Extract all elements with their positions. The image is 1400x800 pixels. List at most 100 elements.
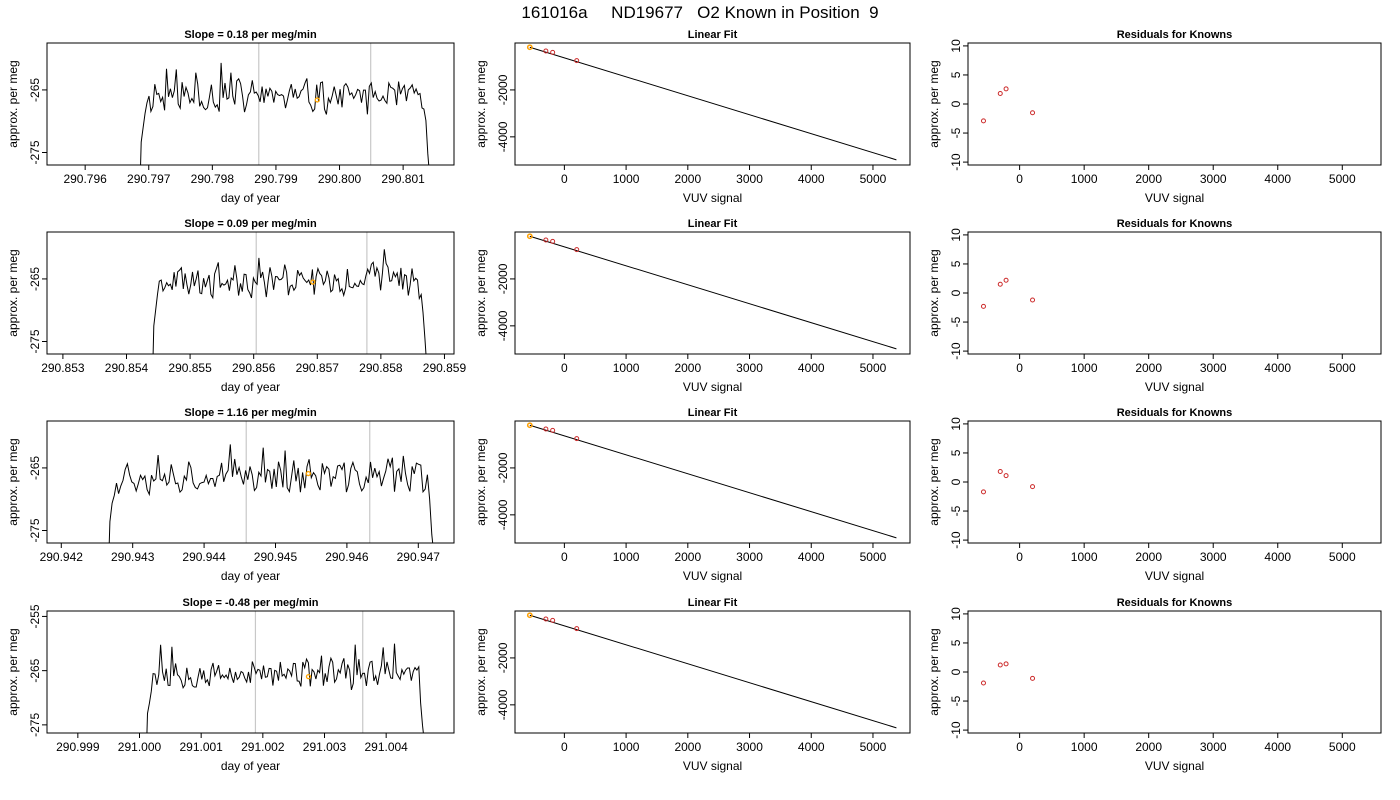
data-point	[1003, 473, 1009, 479]
x-axis-label: day of year	[221, 569, 280, 583]
plot-frame	[514, 420, 911, 544]
panel-title: Residuals for Knowns	[1117, 407, 1233, 419]
y-tick-label: -10	[949, 342, 963, 360]
panel-title: Linear Fit	[688, 218, 738, 230]
data-point	[1030, 484, 1036, 490]
panel-scatter-4-3: 0 1000 2000 3000 4000 5000 -10 -5 0 5 10 Residuals …	[927, 597, 1382, 773]
y-axis-label: approx. per meg	[927, 60, 941, 147]
panel-line-2-1: 290.853 290.854 290.855 290.856 290.857 290.8…	[6, 218, 466, 394]
data-point	[574, 436, 580, 442]
y-tick-label: -265	[28, 267, 42, 291]
x-tick-label: 2000	[674, 361, 701, 375]
data-point	[1030, 297, 1036, 303]
data-point	[543, 426, 549, 432]
panel-title: Slope = 1.16 per meg/min	[184, 407, 317, 419]
y-tick-label: -5	[949, 505, 963, 516]
y-tick-label: -275	[28, 713, 42, 737]
plot-area	[152, 232, 427, 354]
plot-frame	[46, 420, 455, 544]
x-tick-label: 290.800	[318, 172, 362, 186]
x-tick-label: 2000	[1135, 172, 1162, 186]
x-tick-label: 291.000	[118, 740, 162, 754]
highlight-point	[305, 673, 312, 680]
y-axis-label: approx. per meg	[474, 249, 488, 336]
data-point	[550, 427, 556, 433]
data-point	[574, 58, 580, 64]
x-axis-label: VUV signal	[1145, 569, 1204, 583]
plot-frame	[967, 420, 1382, 544]
x-tick-label: 5000	[1329, 361, 1356, 375]
x-tick-label: 290.945	[254, 550, 298, 564]
x-tick-label: 290.857	[296, 361, 340, 375]
x-tick-label: 3000	[1200, 361, 1227, 375]
panel-title: Linear Fit	[688, 597, 738, 609]
panel-scatter-1-3: 0 1000 2000 3000 4000 5000 -10 -5 0 5 10 Residuals …	[927, 29, 1382, 205]
x-tick-label: 291.004	[364, 740, 408, 754]
panel-title: Linear Fit	[688, 29, 738, 41]
panel-scatter-3-2: 0 1000 2000 3000 4000 5000 -2000 -4000 Linear Fi…	[474, 407, 911, 583]
x-tick-label: 3000	[1200, 740, 1227, 754]
x-tick-label: 3000	[736, 740, 763, 754]
plot-area	[526, 233, 897, 350]
data-point	[980, 303, 986, 309]
plot-frame	[46, 231, 455, 355]
data-point	[1030, 110, 1036, 116]
fit-line	[529, 235, 897, 350]
plot-area	[980, 86, 1036, 124]
data-point	[1003, 277, 1009, 283]
x-tick-label: 5000	[1329, 172, 1356, 186]
x-tick-label: 2000	[1135, 740, 1162, 754]
plot-frame	[967, 610, 1382, 734]
y-axis-label: approx. per meg	[474, 438, 488, 525]
data-point	[543, 237, 549, 243]
x-tick-label: 4000	[1264, 740, 1291, 754]
y-tick-label: -2000	[496, 74, 510, 105]
plot-frame	[967, 231, 1382, 355]
x-tick-label: 290.858	[359, 361, 403, 375]
x-tick-label: 290.801	[381, 172, 425, 186]
y-tick-label: 10	[949, 417, 963, 431]
y-tick-label: -2000	[496, 642, 510, 673]
x-axis-label: VUV signal	[1145, 191, 1204, 205]
x-tick-label: 4000	[1264, 550, 1291, 564]
y-tick-label: -4000	[496, 121, 510, 152]
panel-title: Slope = 0.09 per meg/min	[184, 218, 317, 230]
plot-area	[108, 421, 434, 543]
data-point	[997, 281, 1003, 287]
highlight-point	[526, 233, 533, 240]
x-axis-label: day of year	[221, 759, 280, 773]
panel-scatter-3-3: 0 1000 2000 3000 4000 5000 -10 -5 0 5 10 Residuals …	[927, 407, 1382, 583]
x-tick-label: 1000	[1071, 550, 1098, 564]
x-tick-label: 290.798	[191, 172, 235, 186]
y-tick-label: -10	[949, 721, 963, 739]
x-axis-label: VUV signal	[683, 569, 742, 583]
x-tick-label: 2000	[674, 172, 701, 186]
panel-line-4-1: 290.999 291.000 291.001 291.002 291.003 291.0…	[6, 597, 455, 773]
fit-line	[529, 46, 897, 161]
y-tick-label: -275	[28, 140, 42, 164]
data-point	[997, 469, 1003, 475]
y-tick-label: -5	[949, 695, 963, 706]
x-tick-label: 290.853	[41, 361, 85, 375]
y-tick-label: -275	[28, 518, 42, 542]
y-tick-label: -2000	[496, 263, 510, 294]
x-tick-label: 0	[1016, 740, 1023, 754]
data-point	[550, 49, 556, 55]
y-tick-label: -265	[28, 658, 42, 682]
x-tick-label: 0	[561, 740, 568, 754]
x-axis-label: VUV signal	[683, 759, 742, 773]
panel-line-3-1: 290.942 290.943 290.944 290.945 290.946 290.9…	[6, 407, 455, 583]
y-axis-label: approx. per meg	[6, 249, 20, 336]
x-tick-label: 290.797	[127, 172, 171, 186]
plot-area	[140, 43, 430, 165]
x-tick-label: 1000	[613, 172, 640, 186]
highlight-point	[305, 470, 311, 477]
x-tick-label: 291.002	[241, 740, 285, 754]
y-axis-label: approx. per meg	[6, 60, 20, 147]
highlight-point	[310, 279, 316, 285]
data-point	[543, 48, 549, 54]
panel-scatter-1-2: 0 1000 2000 3000 4000 5000 -2000 -4000 Linear Fi…	[474, 29, 911, 205]
x-tick-label: 3000	[736, 172, 763, 186]
y-tick-label: 10	[949, 39, 963, 53]
